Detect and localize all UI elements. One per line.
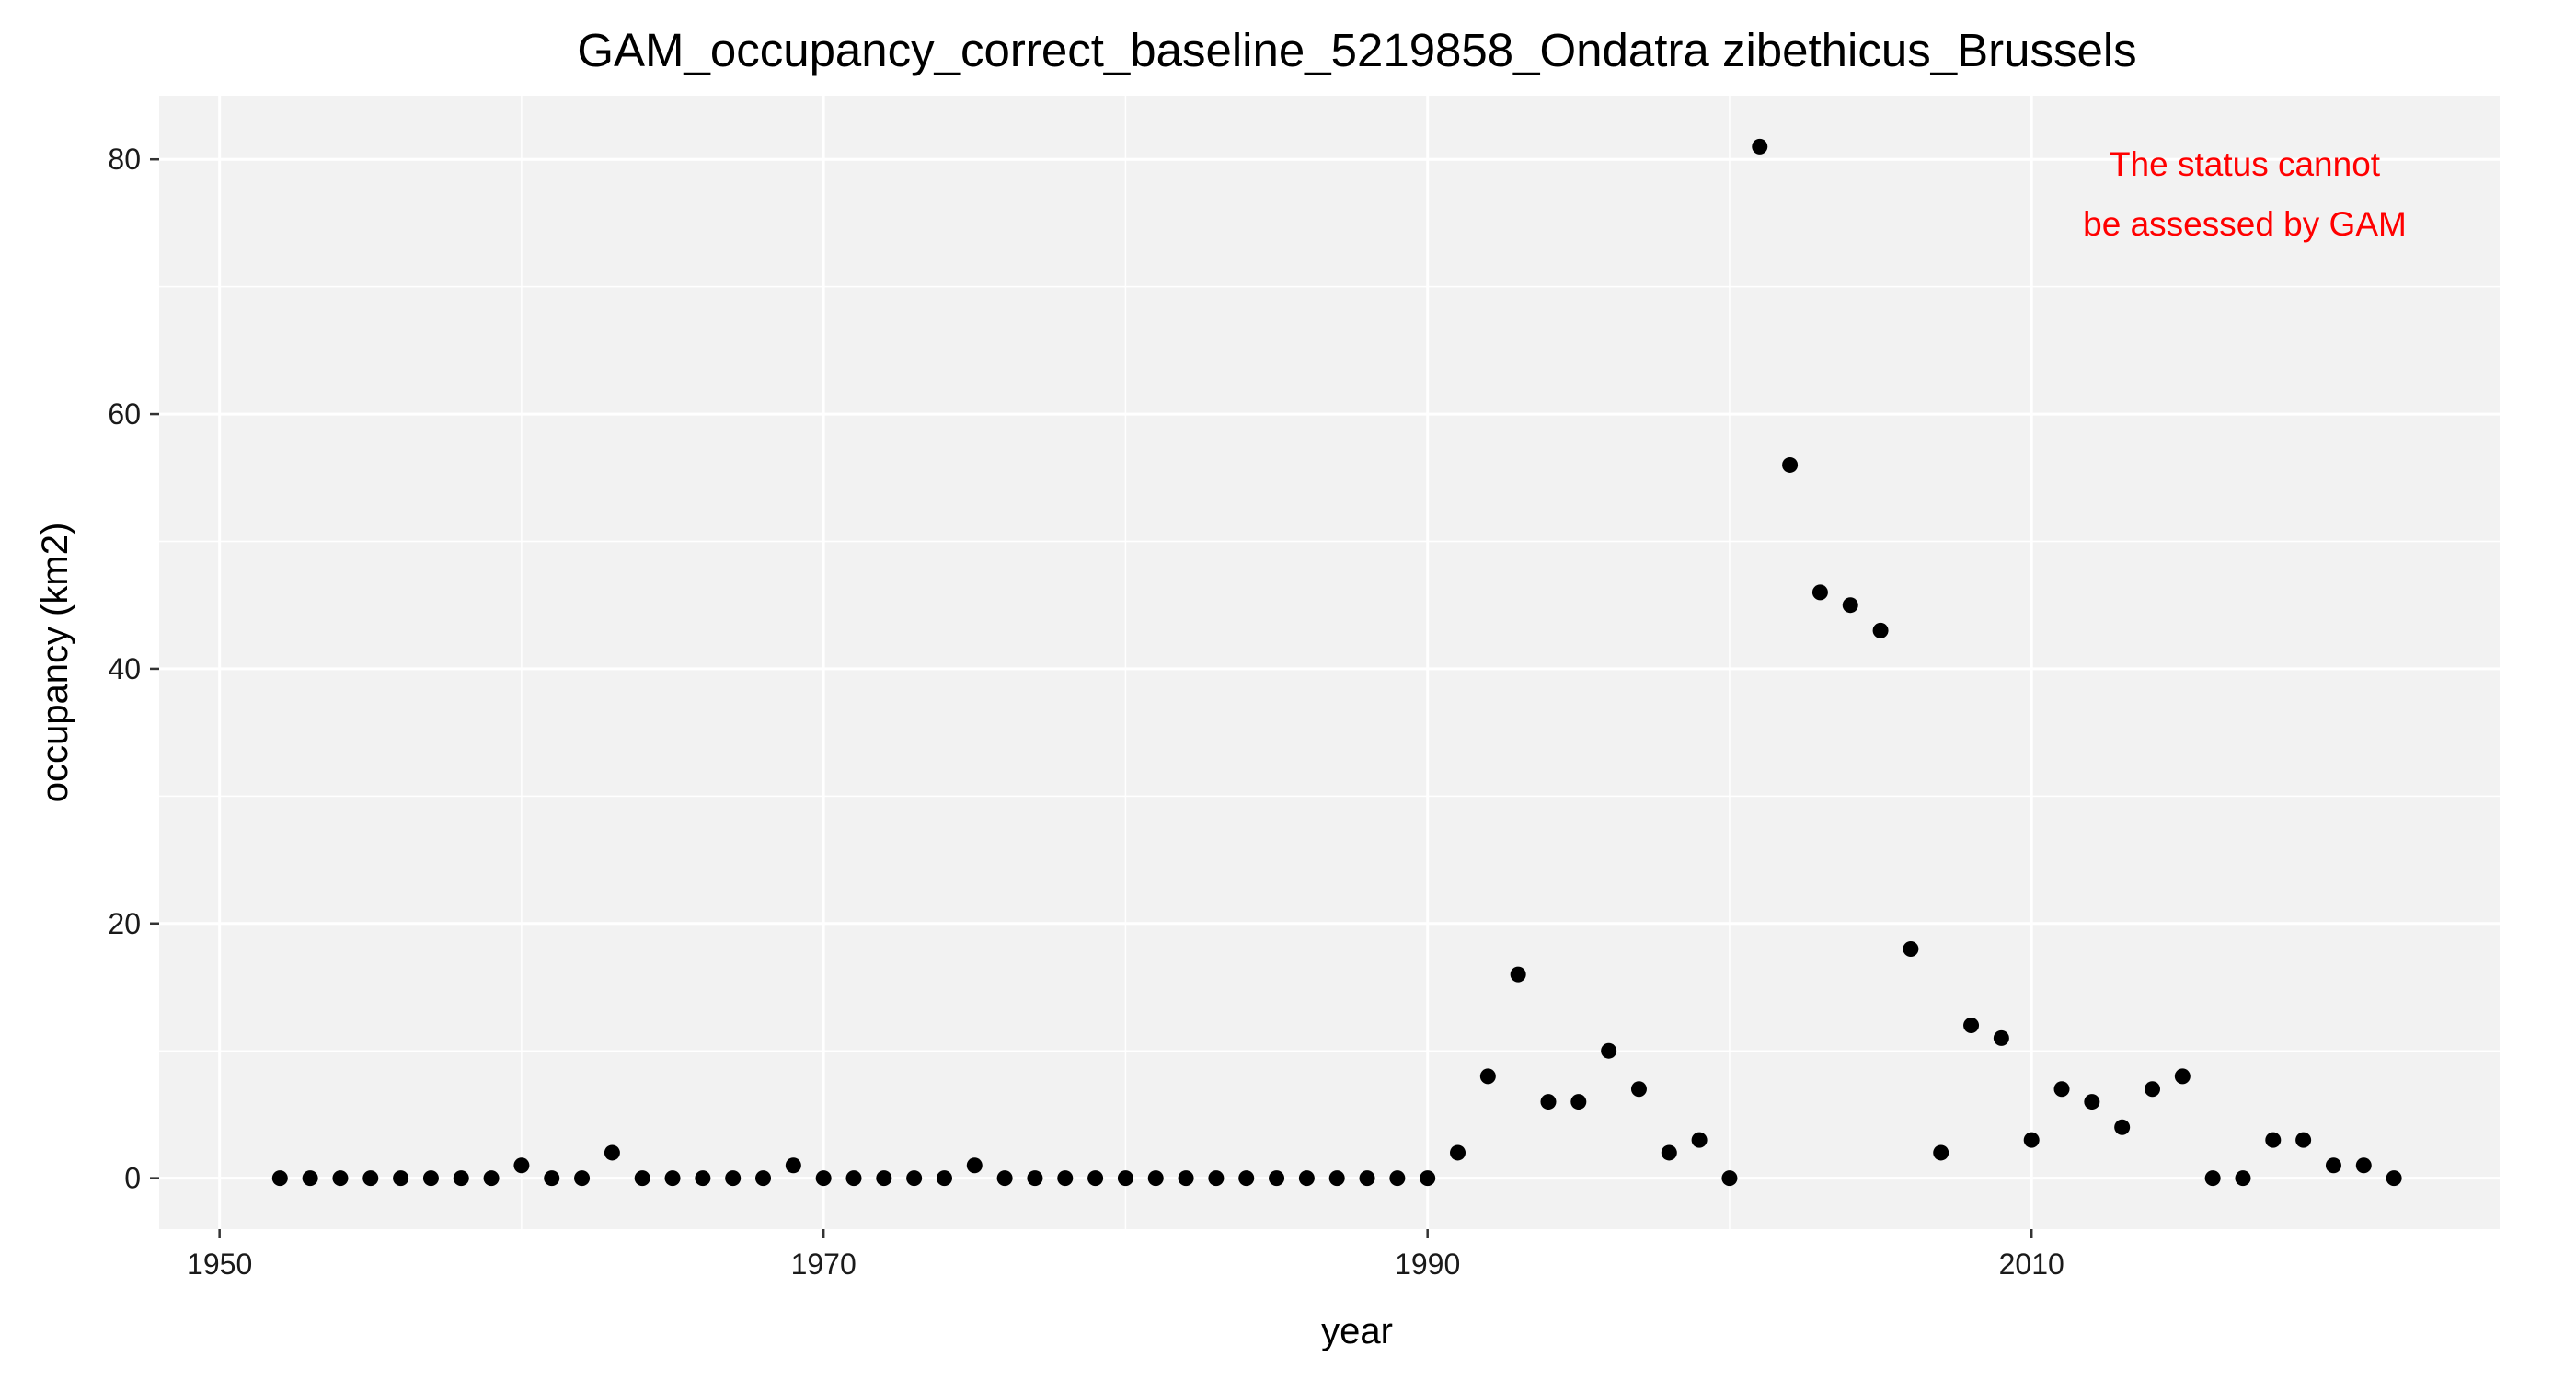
- data-point: [1933, 1144, 1949, 1161]
- data-point: [785, 1157, 801, 1174]
- y-axis: 0 20 40 60 80: [108, 143, 159, 1195]
- data-point: [1721, 1170, 1738, 1187]
- data-point: [1178, 1170, 1194, 1187]
- data-point: [544, 1170, 560, 1187]
- y-tick-label: 0: [124, 1162, 141, 1195]
- data-point: [2204, 1170, 2221, 1187]
- chart-title: GAM_occupancy_correct_baseline_5219858_O…: [577, 24, 2136, 76]
- x-tick-label: 1970: [791, 1248, 857, 1281]
- y-tick-label: 80: [108, 143, 141, 176]
- data-point: [2386, 1170, 2402, 1187]
- data-point: [1238, 1170, 1255, 1187]
- data-point: [2174, 1068, 2191, 1085]
- data-point: [302, 1170, 318, 1187]
- data-point: [1328, 1170, 1345, 1187]
- data-point: [1420, 1170, 1436, 1187]
- annotation-line-1: The status cannot: [2110, 145, 2381, 183]
- x-axis: 1950 1970 1990 2010: [187, 1229, 2064, 1281]
- data-point: [2265, 1132, 2282, 1148]
- data-point: [1389, 1170, 1406, 1187]
- data-point: [2325, 1157, 2341, 1174]
- y-axis-title: occupancy (km2): [35, 523, 75, 803]
- data-point: [664, 1170, 681, 1187]
- data-point: [1057, 1170, 1074, 1187]
- data-point: [1601, 1042, 1617, 1059]
- data-point: [1540, 1094, 1557, 1110]
- data-point: [332, 1170, 349, 1187]
- data-point: [845, 1170, 862, 1187]
- data-point: [1782, 456, 1799, 473]
- data-point: [362, 1170, 379, 1187]
- data-point: [2355, 1157, 2372, 1174]
- data-point: [725, 1170, 742, 1187]
- data-point: [966, 1157, 983, 1174]
- data-point: [1269, 1170, 1285, 1187]
- y-tick-label: 20: [108, 907, 141, 940]
- data-point: [906, 1170, 923, 1187]
- data-point: [271, 1170, 288, 1187]
- data-point: [1510, 966, 1526, 983]
- data-point: [2235, 1170, 2251, 1187]
- data-point: [393, 1170, 409, 1187]
- data-point: [453, 1170, 469, 1187]
- data-point: [2145, 1081, 2161, 1098]
- x-axis-title: year: [1321, 1311, 1393, 1351]
- grid-minor: [159, 96, 2500, 1229]
- data-point: [1903, 940, 1919, 957]
- data-point: [1570, 1094, 1587, 1110]
- data-point: [422, 1170, 439, 1187]
- data-point: [483, 1170, 500, 1187]
- data-point: [755, 1170, 772, 1187]
- data-point: [634, 1170, 650, 1187]
- data-point: [1087, 1170, 1104, 1187]
- data-points: [271, 138, 2402, 1187]
- y-tick-label: 60: [108, 397, 141, 431]
- data-point: [1208, 1170, 1225, 1187]
- data-point: [876, 1170, 892, 1187]
- data-point: [1691, 1132, 1708, 1148]
- data-point: [996, 1170, 1013, 1187]
- x-tick-label: 1950: [187, 1248, 252, 1281]
- data-point: [2084, 1094, 2100, 1110]
- data-point: [1359, 1170, 1375, 1187]
- data-point: [1811, 584, 1828, 601]
- data-point: [1661, 1144, 1677, 1161]
- data-point: [1963, 1018, 1980, 1034]
- data-point: [1027, 1170, 1043, 1187]
- plot-panel: [159, 96, 2500, 1229]
- data-point: [574, 1170, 591, 1187]
- data-point: [1872, 622, 1889, 638]
- y-tick-label: 40: [108, 652, 141, 685]
- data-point: [1842, 597, 1858, 614]
- x-tick-label: 1990: [1395, 1248, 1460, 1281]
- annotation-line-2: be assessed by GAM: [2083, 205, 2407, 243]
- data-point: [1993, 1029, 2009, 1046]
- data-point: [2114, 1119, 2131, 1135]
- data-point: [2023, 1132, 2040, 1148]
- data-point: [513, 1157, 530, 1174]
- data-point: [936, 1170, 952, 1187]
- data-point: [1450, 1144, 1466, 1161]
- data-point: [815, 1170, 832, 1187]
- data-point: [1147, 1170, 1164, 1187]
- data-point: [1117, 1170, 1133, 1187]
- data-point: [1752, 138, 1768, 155]
- data-point: [2053, 1081, 2070, 1098]
- data-point: [604, 1144, 620, 1161]
- data-point: [1630, 1081, 1647, 1098]
- data-point: [695, 1170, 711, 1187]
- data-point: [2295, 1132, 2312, 1148]
- x-tick-label: 2010: [1999, 1248, 2064, 1281]
- data-point: [1298, 1170, 1315, 1187]
- data-point: [1479, 1068, 1496, 1085]
